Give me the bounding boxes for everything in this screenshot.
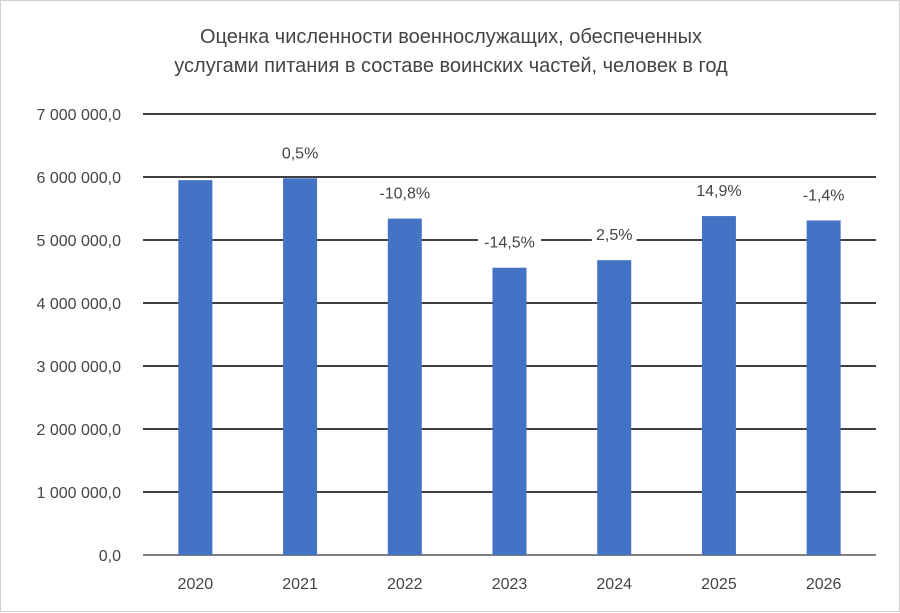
chart-title-line-2: услугами питания в составе воинских част…: [174, 55, 728, 77]
data-label-background: [277, 141, 323, 165]
bar: [806, 220, 841, 555]
chart-title: Оценка численности военнослужащих, обесп…: [1, 23, 900, 81]
y-tick-label: 7 000 000,0: [36, 107, 121, 124]
x-tick-label: 2026: [806, 576, 842, 593]
x-tick-label: 2024: [596, 576, 632, 593]
chart-title-line-1: Оценка численности военнослужащих, обесп…: [199, 26, 703, 48]
data-label: -14,5%: [484, 235, 535, 252]
bar: [387, 218, 422, 555]
data-label-background: [477, 230, 542, 254]
bar: [492, 267, 527, 555]
y-tick-label: 6 000 000,0: [36, 170, 121, 187]
bar: [283, 178, 318, 555]
data-label-background: [691, 179, 746, 203]
x-tick-label: 2023: [492, 576, 528, 593]
data-label-background: [373, 181, 437, 205]
bar: [597, 260, 632, 555]
bar: [178, 180, 213, 555]
y-tick-label: 5 000 000,0: [36, 233, 121, 250]
bar: [701, 216, 736, 555]
y-tick-label: 3 000 000,0: [36, 359, 121, 376]
x-tick-label: 2025: [701, 576, 737, 593]
data-label: 0,5%: [282, 145, 318, 162]
data-label: -10,8%: [379, 186, 430, 203]
data-label-background: [796, 183, 851, 207]
y-tick-label: 1 000 000,0: [36, 485, 121, 502]
x-tick-label: 2022: [387, 576, 423, 593]
data-label: 2,5%: [596, 227, 632, 244]
y-tick-label: 2 000 000,0: [36, 422, 121, 439]
x-tick-label: 2021: [282, 576, 318, 593]
x-tick-label: 2020: [178, 576, 214, 593]
data-label: 14,9%: [696, 183, 741, 200]
data-label-background: [591, 223, 637, 247]
data-label: -1,4%: [803, 187, 845, 204]
y-tick-label: 0,0: [99, 548, 121, 565]
y-tick-label: 4 000 000,0: [36, 296, 121, 313]
